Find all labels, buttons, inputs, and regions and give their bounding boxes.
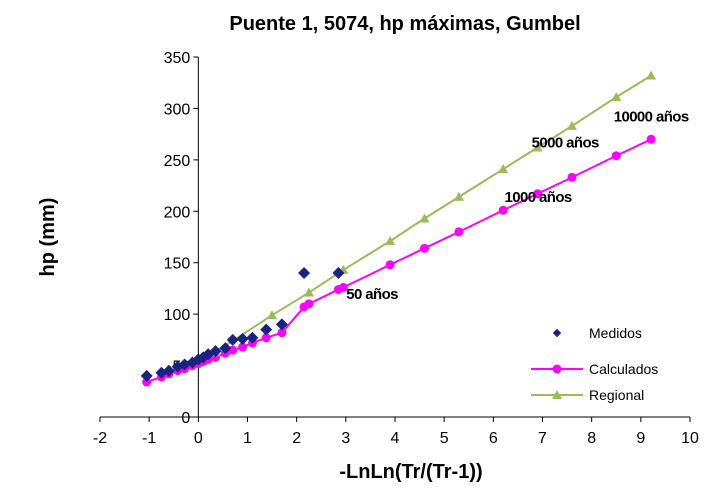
y-tick-label: 250 <box>164 153 191 170</box>
legend-marker <box>552 390 562 399</box>
data-point <box>533 189 543 199</box>
data-point <box>140 369 153 382</box>
x-tick-label: 5 <box>440 430 449 447</box>
x-axis-title: -LnLn(Tr/(Tr-1)) <box>339 461 482 483</box>
legend-bg-2 <box>521 351 624 411</box>
x-tick-label: 3 <box>341 430 350 447</box>
data-point <box>646 70 657 80</box>
annotation-label: 10000 años <box>614 108 689 125</box>
data-point <box>275 318 288 331</box>
data-point <box>219 342 232 355</box>
annotation-label: 5000 años <box>532 135 599 152</box>
legend-label: Medidos <box>589 325 642 341</box>
chart-title: Puente 1, 5074, hp máximas, Gumbel <box>229 13 580 35</box>
legend-marker <box>552 364 562 374</box>
data-point <box>246 331 259 344</box>
y-tick-label: 0 <box>181 410 190 427</box>
y-tick-label: 150 <box>164 256 191 273</box>
x-tick-label: 1 <box>243 430 252 447</box>
data-point <box>498 205 508 215</box>
y-tick-label: 350 <box>164 50 191 67</box>
legend-label: Regional <box>589 387 644 403</box>
data-point <box>267 310 278 320</box>
x-tick-label: 7 <box>538 430 547 447</box>
plot-area <box>140 70 657 387</box>
data-point <box>567 120 577 130</box>
data-point <box>419 213 430 223</box>
data-point <box>332 267 345 279</box>
y-axis-title: hp (mm) <box>37 198 59 277</box>
legend-label: Calculados <box>589 361 658 377</box>
data-point <box>304 299 314 309</box>
data-point <box>567 172 577 182</box>
data-point <box>303 287 314 297</box>
data-point <box>453 191 464 201</box>
data-point <box>142 377 152 387</box>
x-tick-label: 10 <box>681 430 699 447</box>
legend-item-regional: Regional <box>531 387 644 403</box>
legend-item-medidos: Medidos <box>552 325 642 341</box>
data-point <box>298 267 311 279</box>
series-line <box>214 74 652 354</box>
x-tick-label: 4 <box>391 430 400 447</box>
data-point <box>277 328 287 338</box>
y-tick-label: 300 <box>164 101 191 118</box>
x-tick-label: 0 <box>194 430 203 447</box>
data-point <box>532 142 543 152</box>
data-point <box>385 236 396 246</box>
series-regional <box>210 70 657 357</box>
y-tick-label: 100 <box>164 307 191 324</box>
data-point <box>646 134 656 144</box>
legend-marker <box>552 328 562 338</box>
annotation-label: 1000 años <box>504 189 571 206</box>
data-point <box>260 323 273 336</box>
x-tick-label: -1 <box>142 430 156 447</box>
data-point <box>209 345 222 358</box>
series-medidos <box>140 267 345 382</box>
data-point <box>236 332 249 345</box>
x-tick-label: 9 <box>636 430 645 447</box>
data-point <box>420 243 429 253</box>
data-point <box>498 164 509 174</box>
x-tick-label: 8 <box>587 430 596 447</box>
data-point <box>261 333 271 343</box>
x-tick-label: 6 <box>489 430 498 447</box>
data-point <box>238 342 248 352</box>
data-point <box>162 364 175 377</box>
x-tick-label: 2 <box>292 430 301 447</box>
annotations: 10000 años 5000 años 1000 años 50 años <box>346 108 689 302</box>
legend: Medidos Calculados Regional <box>521 324 658 411</box>
data-point <box>226 333 239 346</box>
legend-item-calculados: Calculados <box>531 361 658 377</box>
data-point <box>611 92 622 102</box>
data-point <box>338 282 348 292</box>
annotation-label: 50 años <box>346 286 398 303</box>
data-point <box>611 151 621 161</box>
data-point <box>454 227 464 237</box>
y-tick-label: 200 <box>164 204 191 221</box>
x-tick-label: -2 <box>93 430 107 447</box>
data-point <box>385 260 395 270</box>
